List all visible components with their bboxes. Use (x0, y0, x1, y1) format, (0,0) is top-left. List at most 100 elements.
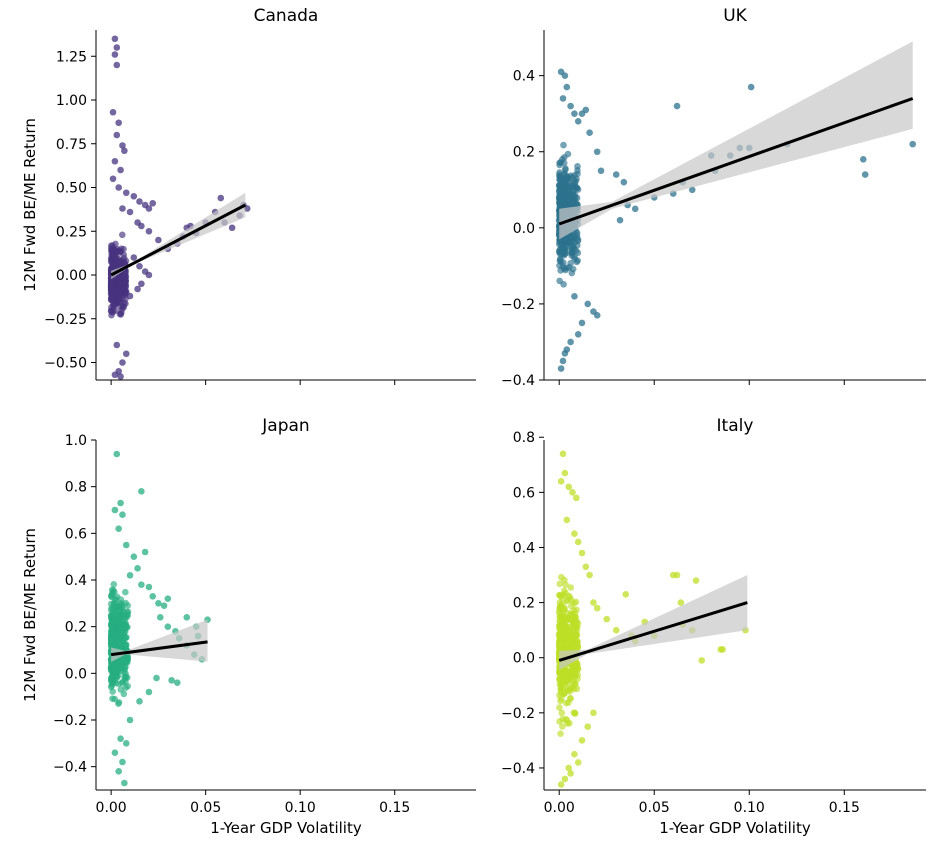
data-point (138, 488, 145, 495)
data-point (557, 697, 564, 705)
data-point (584, 723, 592, 730)
data-point (112, 259, 119, 267)
data-point (115, 659, 123, 666)
y-tick-label: 0.6 (513, 485, 535, 501)
data-point (555, 240, 563, 248)
data-point (156, 614, 164, 621)
data-point (747, 83, 755, 91)
data-point (113, 131, 121, 139)
data-point (113, 450, 121, 458)
confidence-band (111, 192, 246, 280)
data-point (562, 679, 570, 686)
x-tick-label: 0.05 (639, 800, 670, 816)
data-point (117, 499, 124, 507)
data-point (569, 489, 576, 496)
data-point (164, 595, 172, 602)
data-point (168, 677, 175, 684)
y-tick-label: 0.2 (513, 145, 535, 161)
data-point (136, 262, 143, 270)
data-point (111, 749, 119, 756)
data-point (556, 580, 564, 588)
data-point (586, 571, 593, 579)
data-point (570, 614, 577, 621)
data-point (130, 254, 138, 261)
data-point (138, 581, 145, 588)
y-tick-label: −0.4 (501, 761, 535, 777)
panel-uk: UK −0.4 −0.2 0.0 0.2 0.4 (501, 6, 926, 389)
data-point (110, 302, 118, 310)
data-point (569, 631, 576, 638)
data-point (564, 685, 572, 693)
data-point (138, 222, 145, 230)
data-point (593, 312, 601, 319)
data-point (571, 191, 579, 199)
data-point (126, 292, 134, 300)
data-point (107, 683, 115, 691)
x-axis-label: 1-Year GDP Volatility (659, 819, 811, 837)
data-point (558, 630, 566, 638)
y-tick-label: 0.8 (65, 480, 87, 496)
data-point (115, 699, 123, 706)
data-point (145, 227, 153, 235)
data-point (243, 205, 251, 212)
y-tick-label: 0.2 (65, 620, 87, 636)
data-point (561, 72, 569, 79)
data-point (556, 704, 563, 711)
data-point (119, 359, 126, 366)
data-point (557, 781, 565, 788)
data-point (108, 635, 115, 643)
data-point (111, 371, 119, 379)
data-point (121, 147, 128, 155)
data-point (573, 494, 580, 502)
regression-line (558, 97, 914, 226)
data-point (612, 626, 620, 634)
y-tick-label: −0.2 (501, 297, 535, 313)
panel-italy: Italy 0.00 0.05 0.10 0.15 −0.4 −0.2 0.0 0.2 0.4 0.… (501, 416, 926, 837)
data-point (561, 350, 569, 357)
data-point (183, 614, 191, 621)
data-point (164, 623, 172, 630)
data-point (568, 269, 576, 277)
data-point (111, 506, 119, 514)
data-point (558, 709, 566, 717)
y-tick-label: 0.6 (65, 526, 87, 542)
data-point (570, 685, 578, 693)
data-point (562, 623, 569, 630)
data-point (578, 549, 586, 557)
data-point (578, 319, 586, 327)
data-point (560, 141, 567, 149)
data-point (134, 565, 141, 572)
data-point (616, 216, 624, 224)
panel-title: Italy (717, 416, 754, 436)
data-point (115, 768, 122, 775)
data-point (861, 171, 869, 178)
data-point (118, 289, 125, 297)
data-point (109, 108, 117, 116)
data-point (574, 167, 581, 174)
data-point (556, 159, 563, 166)
data-point (145, 583, 153, 591)
data-point (556, 173, 563, 180)
data-point (567, 102, 574, 110)
data-point (113, 593, 121, 601)
data-point (603, 615, 611, 623)
data-point (561, 576, 568, 584)
data-point (118, 281, 125, 289)
data-point (126, 208, 134, 216)
data-point (122, 541, 130, 549)
data-point (149, 593, 157, 600)
y-tick-label: 0.50 (56, 181, 87, 197)
data-point (108, 674, 115, 682)
y-axis-label: 12M Fwd BE/ME Return (21, 118, 39, 292)
data-point (574, 331, 582, 338)
data-point (560, 192, 568, 200)
data-point (141, 548, 149, 556)
data-point (561, 775, 569, 783)
data-point (109, 309, 116, 316)
regression-line (110, 640, 208, 657)
data-point (126, 572, 134, 579)
y-tick-label: 0.0 (65, 666, 87, 682)
x-axis-label: 1-Year GDP Volatility (210, 819, 362, 837)
data-point (584, 300, 592, 308)
data-point (571, 110, 578, 117)
